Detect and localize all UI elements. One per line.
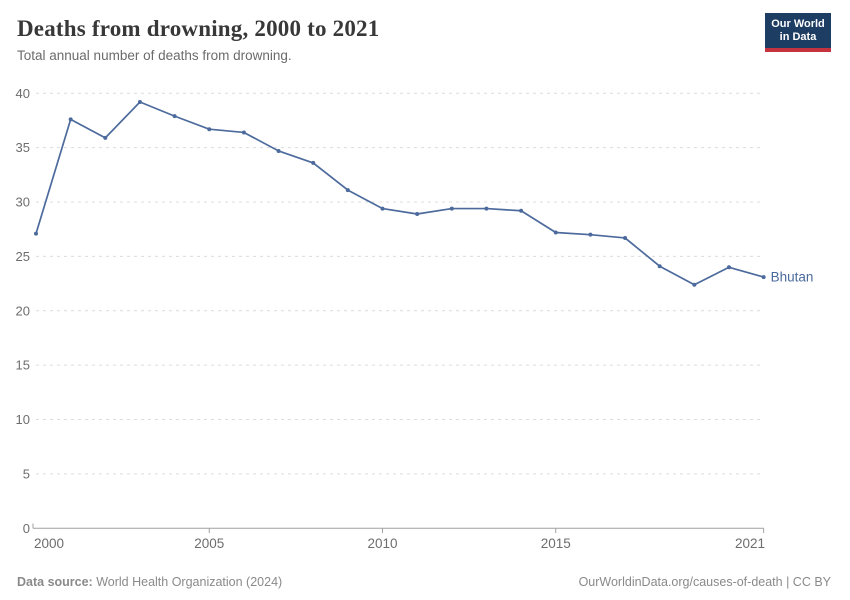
data-point[interactable] xyxy=(68,117,73,122)
chart-title: Deaths from drowning, 2000 to 2021 xyxy=(17,16,380,41)
x-tick-label: 2015 xyxy=(541,536,571,551)
chart-subtitle: Total annual number of deaths from drown… xyxy=(17,48,292,63)
y-tick-label: 10 xyxy=(16,412,30,427)
logo-line-2: in Data xyxy=(779,31,817,43)
data-point[interactable] xyxy=(172,114,177,119)
data-source-label: Data source: xyxy=(17,575,93,589)
data-point[interactable] xyxy=(727,265,731,270)
y-tick-label: 25 xyxy=(16,249,30,264)
data-point[interactable] xyxy=(207,127,212,132)
data-point[interactable] xyxy=(657,264,662,269)
y-tick-label: 30 xyxy=(16,195,30,210)
data-point[interactable] xyxy=(449,206,454,211)
data-point[interactable] xyxy=(345,188,350,193)
data-point[interactable] xyxy=(761,275,766,280)
y-tick-label: 35 xyxy=(16,140,30,155)
data-point[interactable] xyxy=(137,100,142,104)
data-point[interactable] xyxy=(311,160,316,165)
data-source-value: World Health Organization (2024) xyxy=(92,575,283,589)
x-tick-label: 2010 xyxy=(367,536,397,551)
data-point[interactable] xyxy=(553,230,558,235)
y-tick-label: 0 xyxy=(23,521,30,536)
x-tick-label: 2021 xyxy=(735,536,765,551)
chart-footer: Data source: World Health Organization (… xyxy=(17,575,831,589)
data-point[interactable] xyxy=(241,130,246,135)
y-tick-label: 5 xyxy=(23,466,30,481)
data-point[interactable] xyxy=(519,208,524,213)
owid-license-link[interactable]: OurWorldinData.org/causes-of-death | CC … xyxy=(578,575,831,589)
data-source: Data source: World Health Organization (… xyxy=(17,575,282,589)
data-point[interactable] xyxy=(588,232,593,237)
chart-header: Deaths from drowning, 2000 to 2021 Total… xyxy=(0,0,850,63)
owid-logo[interactable]: Our World in Data xyxy=(765,13,831,52)
data-point[interactable] xyxy=(380,206,385,211)
y-tick-label: 40 xyxy=(16,86,30,101)
data-point[interactable] xyxy=(623,235,628,240)
data-point[interactable] xyxy=(415,212,420,217)
x-tick-label: 2005 xyxy=(194,536,224,551)
y-tick-label: 20 xyxy=(16,303,30,318)
y-tick-label: 15 xyxy=(16,358,30,373)
owid-logo-red-bar xyxy=(765,48,831,52)
logo-line-1: Our World xyxy=(771,18,825,30)
entity-label[interactable]: Bhutan xyxy=(771,270,814,285)
data-point[interactable] xyxy=(103,135,108,140)
x-tick-label: 2000 xyxy=(34,536,64,551)
data-point[interactable] xyxy=(484,206,489,211)
data-line[interactable] xyxy=(35,101,765,286)
data-point[interactable] xyxy=(276,148,281,153)
owid-logo-box: Our World in Data xyxy=(765,13,831,48)
data-point[interactable] xyxy=(692,282,697,287)
data-point[interactable] xyxy=(34,231,38,236)
